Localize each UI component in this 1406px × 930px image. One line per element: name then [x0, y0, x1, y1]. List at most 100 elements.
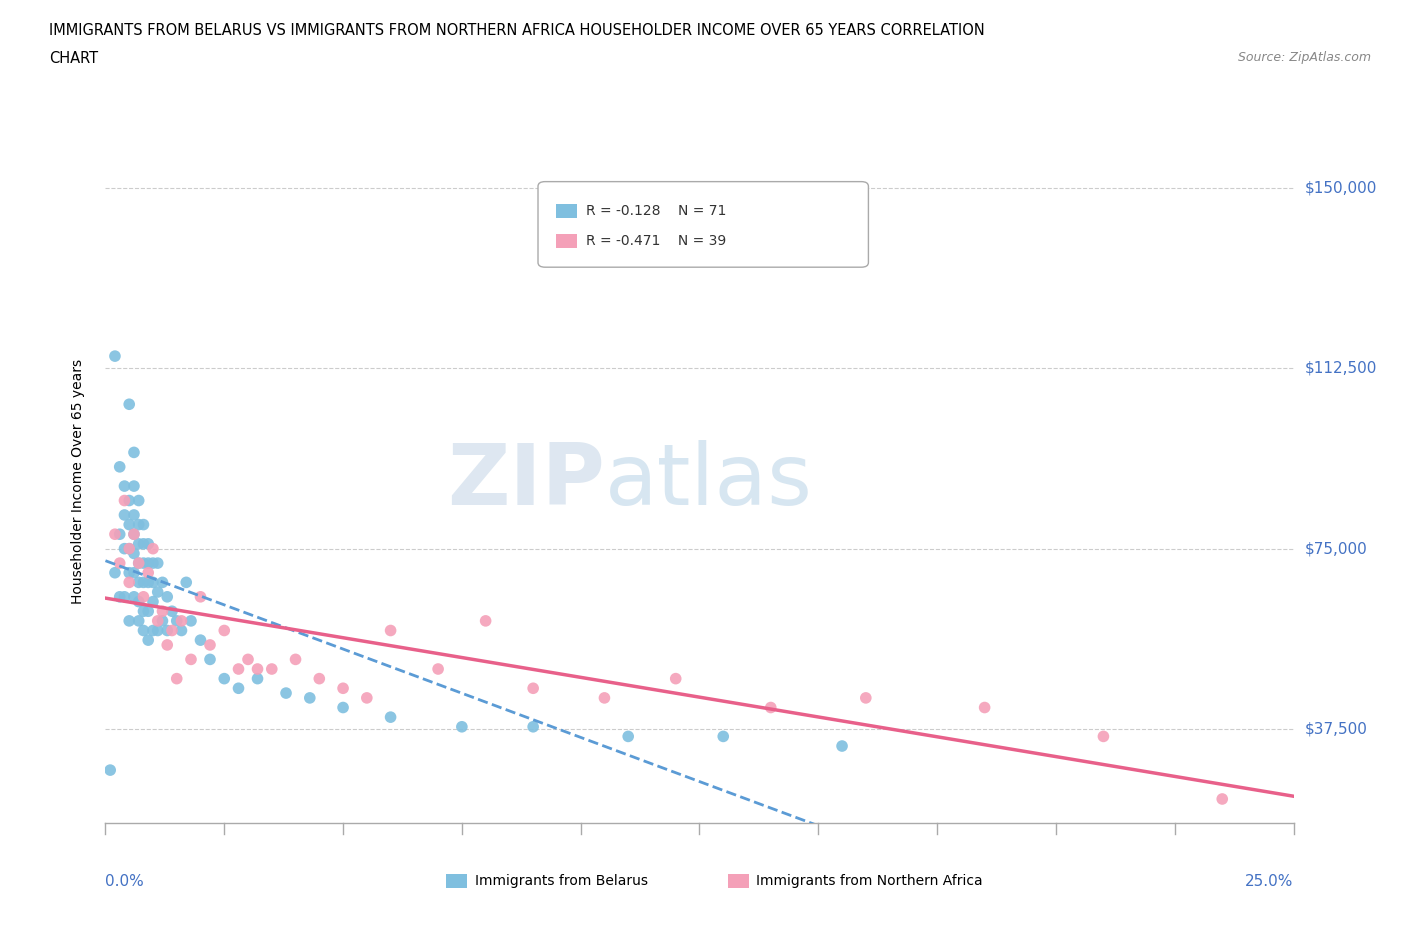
Point: [114, 508, 136, 523]
Point: [180, 652, 202, 667]
Point: [174, 575, 197, 590]
Point: [108, 590, 131, 604]
Point: [118, 541, 141, 556]
Point: [132, 537, 155, 551]
Point: [118, 397, 141, 412]
Point: [380, 623, 402, 638]
Point: [122, 565, 145, 580]
Point: [132, 555, 155, 570]
Point: [522, 719, 544, 734]
Point: [152, 604, 174, 618]
Point: [146, 614, 169, 629]
Y-axis label: Householder Income Over 65 years: Householder Income Over 65 years: [70, 359, 84, 604]
Point: [214, 623, 236, 638]
Point: [136, 575, 159, 590]
Point: [98, 763, 121, 777]
Point: [522, 681, 544, 696]
Point: [128, 575, 150, 590]
Point: [122, 526, 145, 541]
Point: [152, 614, 174, 629]
Text: Immigrants from Belarus: Immigrants from Belarus: [475, 873, 648, 888]
Point: [142, 623, 165, 638]
Point: [118, 493, 141, 508]
Point: [156, 637, 179, 652]
Point: [198, 652, 221, 667]
Point: [593, 690, 616, 705]
Point: [128, 493, 150, 508]
Point: [128, 555, 150, 570]
Point: [136, 604, 159, 618]
Point: [132, 517, 155, 532]
Point: [214, 671, 236, 686]
Text: Source: ZipAtlas.com: Source: ZipAtlas.com: [1237, 51, 1371, 64]
Point: [160, 623, 183, 638]
Point: [236, 652, 259, 667]
Point: [831, 738, 853, 753]
Point: [114, 493, 136, 508]
Point: [136, 632, 159, 647]
Point: [146, 555, 169, 570]
Point: [170, 623, 193, 638]
Point: [128, 594, 150, 609]
Text: $150,000: $150,000: [1305, 180, 1376, 195]
Point: [114, 541, 136, 556]
Point: [104, 349, 127, 364]
Point: [132, 623, 155, 638]
Point: [132, 604, 155, 618]
Point: [166, 671, 188, 686]
Point: [122, 508, 145, 523]
Point: [142, 594, 165, 609]
Text: Immigrants from Northern Africa: Immigrants from Northern Africa: [756, 873, 983, 888]
Point: [132, 575, 155, 590]
Point: [122, 445, 145, 459]
Text: R = -0.128    N = 71: R = -0.128 N = 71: [586, 204, 725, 218]
Point: [332, 700, 354, 715]
Point: [128, 517, 150, 532]
Point: [118, 517, 141, 532]
Text: ZIP: ZIP: [447, 440, 605, 523]
Point: [356, 690, 378, 705]
Point: [142, 575, 165, 590]
Point: [246, 661, 269, 676]
Point: [142, 541, 165, 556]
Point: [156, 590, 179, 604]
Text: IMMIGRANTS FROM BELARUS VS IMMIGRANTS FROM NORTHERN AFRICA HOUSEHOLDER INCOME OV: IMMIGRANTS FROM BELARUS VS IMMIGRANTS FR…: [49, 23, 986, 38]
Point: [228, 661, 250, 676]
Point: [166, 614, 188, 629]
Point: [450, 719, 472, 734]
Text: 25.0%: 25.0%: [1246, 874, 1294, 889]
Point: [160, 604, 183, 618]
Point: [104, 526, 127, 541]
Point: [122, 546, 145, 561]
Point: [122, 526, 145, 541]
Point: [298, 690, 321, 705]
Point: [190, 632, 212, 647]
Point: [142, 555, 165, 570]
Point: [114, 590, 136, 604]
Point: [122, 590, 145, 604]
Point: [1211, 791, 1233, 806]
Point: [711, 729, 734, 744]
Point: [104, 565, 127, 580]
Point: [128, 614, 150, 629]
Point: [170, 614, 193, 629]
Point: [118, 541, 141, 556]
Point: [108, 459, 131, 474]
Point: [228, 681, 250, 696]
Text: CHART: CHART: [49, 51, 98, 66]
Point: [759, 700, 782, 715]
Text: atlas: atlas: [605, 440, 813, 523]
Point: [180, 614, 202, 629]
Point: [427, 661, 450, 676]
Point: [146, 623, 169, 638]
Point: [122, 479, 145, 494]
Point: [108, 555, 131, 570]
Point: [308, 671, 330, 686]
Point: [136, 537, 159, 551]
Point: [118, 614, 141, 629]
Point: [474, 614, 496, 629]
Point: [332, 681, 354, 696]
Point: [665, 671, 688, 686]
Point: [246, 671, 269, 686]
Point: [380, 710, 402, 724]
